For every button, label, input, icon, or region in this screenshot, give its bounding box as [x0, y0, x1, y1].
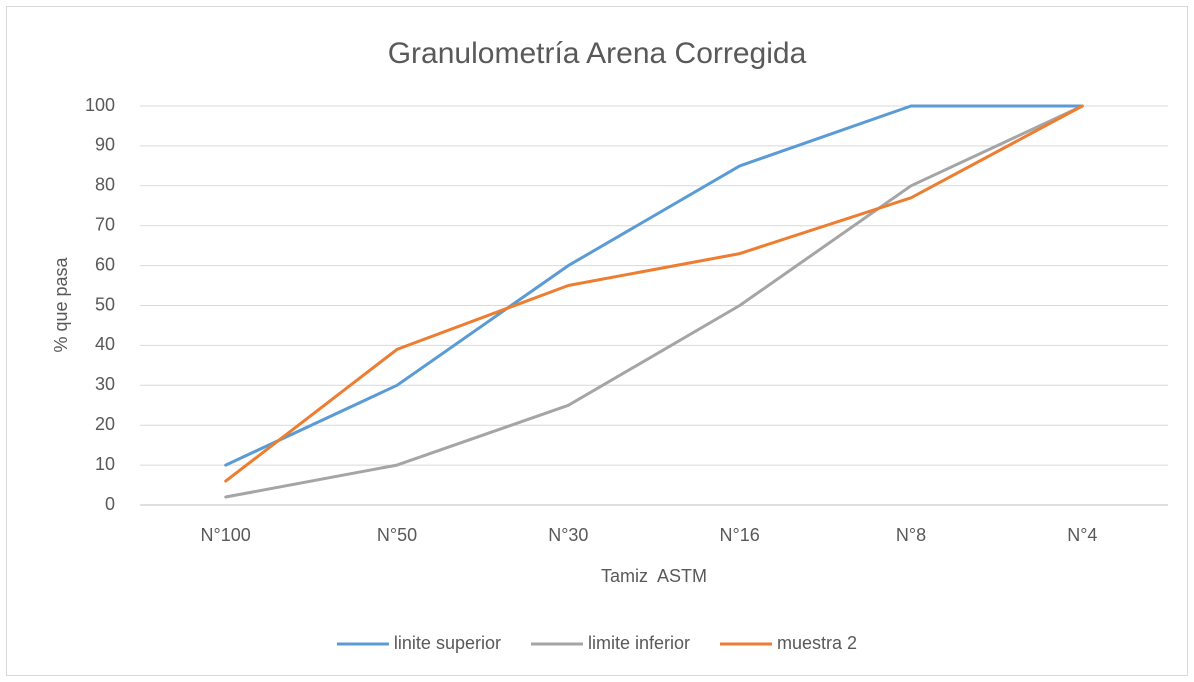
y-tick-label: 60	[95, 254, 115, 274]
y-tick-label: 10	[95, 454, 115, 474]
legend-label: limite inferior	[588, 633, 690, 653]
y-tick-label: 20	[95, 414, 115, 434]
y-tick-label: 0	[105, 494, 115, 514]
y-tick-label: 90	[95, 135, 115, 155]
chart-border	[6, 6, 1188, 676]
x-tick-label: N°100	[201, 525, 251, 545]
chart-title: Granulometría Arena Corregida	[388, 37, 807, 70]
y-tick-label: 50	[95, 294, 115, 314]
x-tick-label: N°8	[896, 525, 926, 545]
x-tick-label: N°16	[720, 525, 760, 545]
x-axis-label: Tamiz ASTM	[601, 566, 707, 586]
legend-label: muestra 2	[777, 633, 857, 653]
legend-label: linite superior	[394, 633, 501, 653]
y-tick-label: 80	[95, 175, 115, 195]
y-axis-label: % que pasa	[51, 256, 71, 352]
x-tick-label: N°4	[1067, 525, 1097, 545]
y-tick-label: 70	[95, 214, 115, 234]
series-line	[224, 104, 1084, 467]
y-tick-label: 100	[85, 95, 115, 115]
x-tick-label: N°30	[548, 525, 588, 545]
y-tick-label: 40	[95, 334, 115, 354]
series-line	[224, 104, 1084, 499]
x-tick-label: N°50	[377, 525, 417, 545]
series-line	[224, 104, 1084, 483]
y-tick-label: 30	[95, 374, 115, 394]
